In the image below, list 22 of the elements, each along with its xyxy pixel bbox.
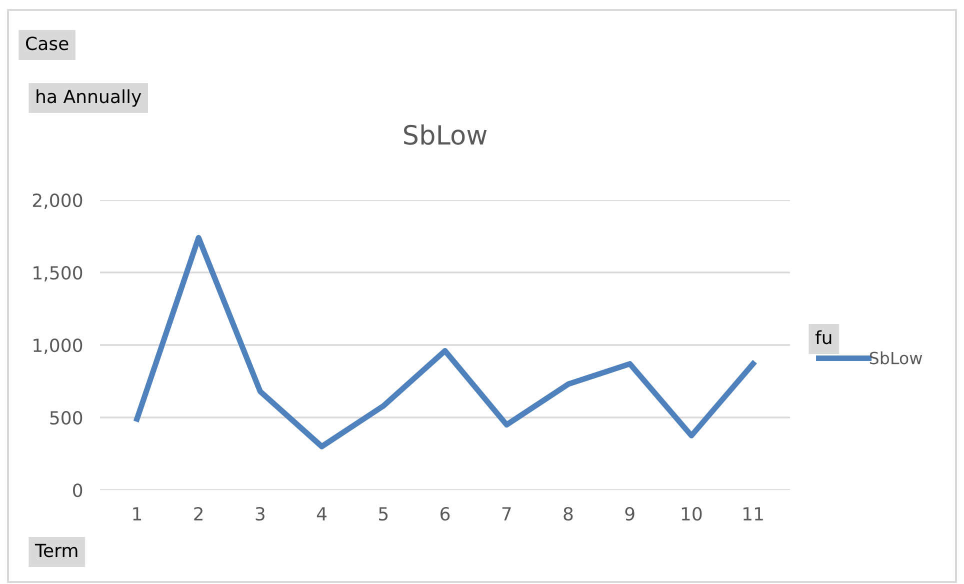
chart-title: SbLow (404, 124, 487, 145)
x-tick-label: 11 (744, 507, 763, 520)
x-tick-label: 6 (440, 506, 450, 521)
text: Case (26, 36, 68, 50)
x-tick-label: 4 (316, 507, 327, 520)
text: ha Annually (36, 89, 142, 107)
y-tick-label: 500 (50, 410, 82, 425)
y-tick-label: 1,000 (34, 338, 82, 354)
x-tick-label: 5 (379, 507, 388, 521)
y-tick-label: 2,000 (32, 193, 82, 209)
x-tick-label: 2 (194, 506, 203, 520)
x-tick-label: 1 (133, 507, 142, 520)
x-tick-label: 9 (625, 506, 634, 521)
text: Term (34, 544, 78, 558)
x-tick-label: 3 (256, 506, 264, 521)
x-tick-label: 10 (682, 506, 702, 521)
x-tick-label: 7 (502, 507, 511, 520)
text: fu (815, 330, 832, 344)
y-tick-label: 0 (73, 483, 82, 498)
legend-label: SbLow (870, 351, 922, 364)
x-tick-label: 8 (564, 506, 573, 521)
y-tick-label: 1,500 (34, 266, 82, 282)
